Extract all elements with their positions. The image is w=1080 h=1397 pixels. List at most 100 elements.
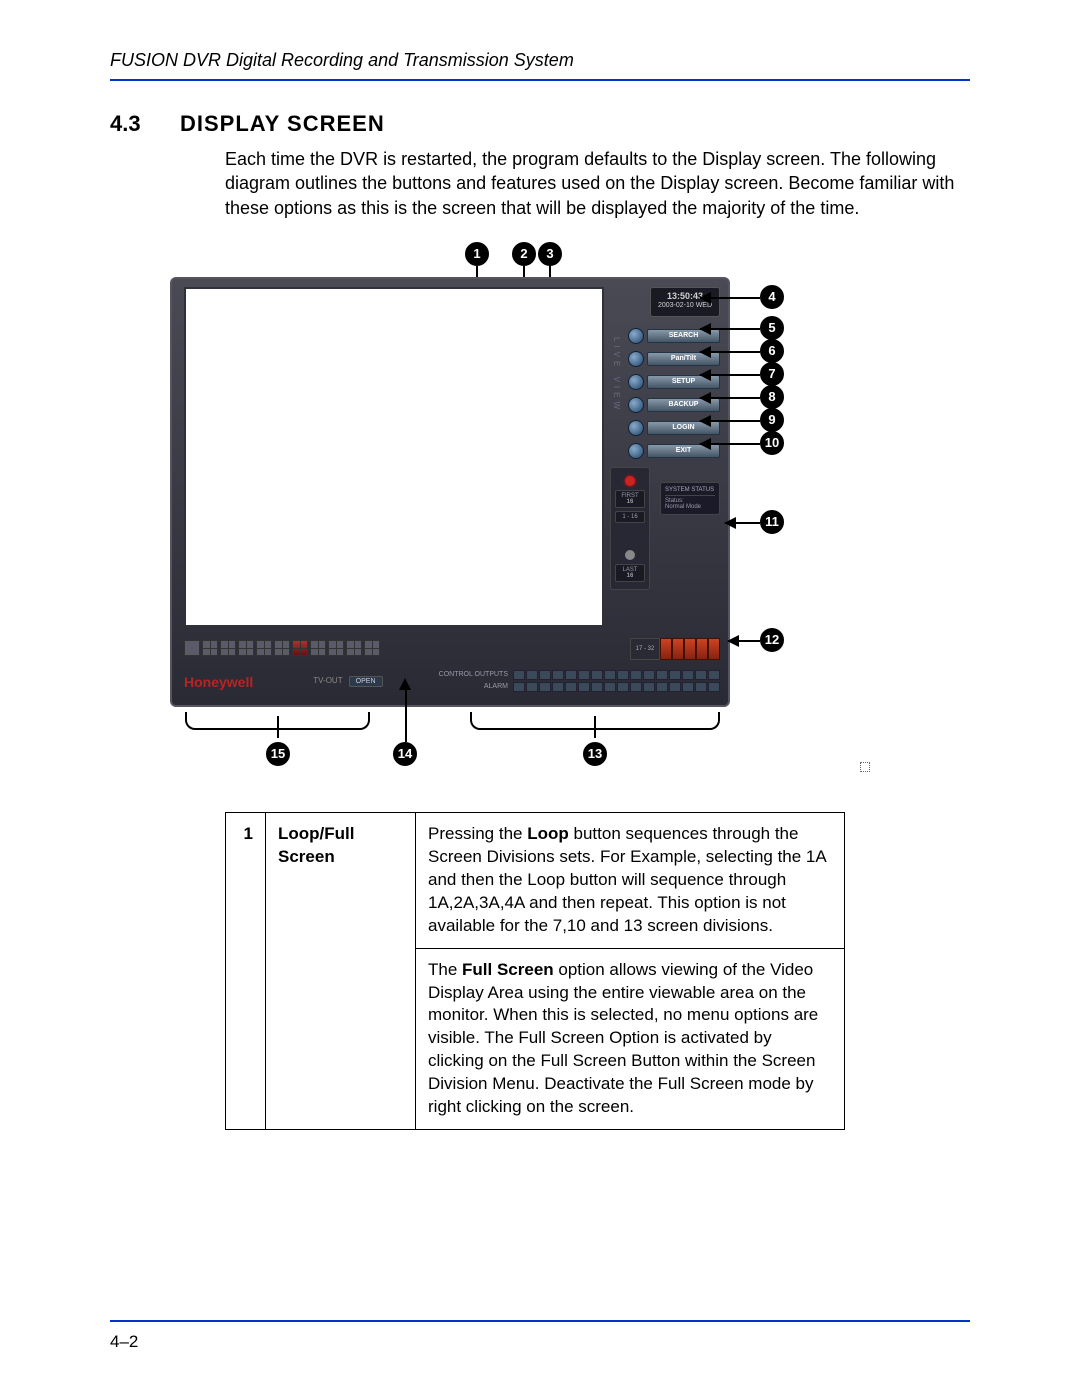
alarm-8[interactable] (604, 682, 616, 692)
callout-5: 5 (760, 316, 784, 340)
status-title: SYSTEM STATUS (665, 487, 715, 496)
ptz-1[interactable] (660, 638, 672, 660)
callout-13: 13 (583, 742, 607, 766)
callout-15: 15 (266, 742, 290, 766)
output-5[interactable] (565, 670, 577, 680)
video-display-area (184, 287, 604, 627)
ptz-5[interactable] (708, 638, 720, 660)
leader-line (700, 397, 760, 399)
tvout-open-button[interactable]: OPEN (349, 676, 383, 687)
alarm-9[interactable] (617, 682, 629, 692)
login-icon (628, 420, 644, 436)
page: FUSION DVR Digital Recording and Transmi… (0, 0, 1080, 1397)
callout-12: 12 (760, 628, 784, 652)
leader-line (700, 328, 760, 330)
screen-division-buttons (184, 640, 380, 656)
alarm-2[interactable] (526, 682, 538, 692)
alarm-4[interactable] (552, 682, 564, 692)
record-panel: FIRST 16 1 - 16 LAST 16 (610, 467, 650, 590)
leader-line (700, 351, 760, 353)
alarm-11[interactable] (643, 682, 655, 692)
feature-number: 1 (226, 812, 266, 1129)
output-13[interactable] (669, 670, 681, 680)
footer-rule (110, 1320, 970, 1322)
alarm-13[interactable] (669, 682, 681, 692)
output-14[interactable] (682, 670, 694, 680)
callout-8: 8 (760, 385, 784, 409)
running-header: FUSION DVR Digital Recording and Transmi… (110, 50, 970, 71)
brace-left (185, 712, 370, 730)
pantilt-icon (628, 351, 644, 367)
ptz-4[interactable] (696, 638, 708, 660)
ptz-block: 17 - 32 (630, 638, 720, 660)
division-25-button[interactable] (346, 640, 362, 656)
dvr-diagram: 1 2 3 13:50:43 2003-02-10 WED LIVE VIEW … (170, 242, 870, 772)
output-9[interactable] (617, 670, 629, 680)
ptz-2[interactable] (672, 638, 684, 660)
output-6[interactable] (578, 670, 590, 680)
tvout-label: TV-OUT (313, 676, 342, 685)
feature-name: Loop/Full Screen (266, 812, 416, 1129)
division-4-button[interactable] (202, 640, 218, 656)
alarm-10[interactable] (630, 682, 642, 692)
output-12[interactable] (656, 670, 668, 680)
alarm-14[interactable] (682, 682, 694, 692)
callout-2: 2 (512, 242, 536, 266)
search-icon (628, 328, 644, 344)
callout-7: 7 (760, 362, 784, 386)
division-6-button[interactable] (220, 640, 236, 656)
alarm-7[interactable] (591, 682, 603, 692)
callout-3: 3 (538, 242, 562, 266)
ptz-buttons (660, 638, 720, 660)
output-2[interactable] (526, 670, 538, 680)
leader-line (725, 522, 760, 524)
backup-icon (628, 397, 644, 413)
output-1[interactable] (513, 670, 525, 680)
output-7[interactable] (591, 670, 603, 680)
division-36-button[interactable] (364, 640, 380, 656)
tvout-group: TV-OUT OPEN (313, 676, 382, 687)
alarm-1[interactable] (513, 682, 525, 692)
indicator-rows: CONTROL OUTPUTS ALARM (438, 670, 720, 694)
ptz-range: 17 - 32 (630, 638, 660, 660)
division-10-button[interactable] (292, 640, 308, 656)
division-13-button[interactable] (310, 640, 326, 656)
division-1-button[interactable] (184, 640, 200, 656)
callout-10: 10 (760, 431, 784, 455)
division-16-button[interactable] (328, 640, 344, 656)
dvr-footer: Honeywell TV-OUT OPEN CONTROL OUTPUTS AL… (184, 665, 720, 699)
output-10[interactable] (630, 670, 642, 680)
output-8[interactable] (604, 670, 616, 680)
output-4[interactable] (552, 670, 564, 680)
leader-line (700, 443, 760, 445)
record-indicator-icon (625, 476, 635, 486)
anchor-marker-icon (860, 762, 870, 772)
division-8-button[interactable] (256, 640, 272, 656)
alarm-16[interactable] (708, 682, 720, 692)
division-7-button[interactable] (238, 640, 254, 656)
last-box: LAST 16 (615, 564, 645, 582)
alarm-15[interactable] (695, 682, 707, 692)
division-9-button[interactable] (274, 640, 290, 656)
setup-icon (628, 374, 644, 390)
output-3[interactable] (539, 670, 551, 680)
section-heading: 4.3 DISPLAY SCREEN (110, 111, 970, 137)
ptz-3[interactable] (684, 638, 696, 660)
first-box: FIRST 16 (615, 490, 645, 508)
leader-line (700, 297, 760, 299)
section-title: DISPLAY SCREEN (180, 111, 385, 137)
alarm-12[interactable] (656, 682, 668, 692)
alarm-5[interactable] (565, 682, 577, 692)
alarm-row: ALARM (438, 682, 720, 692)
intro-paragraph: Each time the DVR is restarted, the prog… (225, 147, 960, 220)
alarm-3[interactable] (539, 682, 551, 692)
output-16[interactable] (708, 670, 720, 680)
control-outputs-row: CONTROL OUTPUTS (438, 670, 720, 680)
output-15[interactable] (695, 670, 707, 680)
brand-logo: Honeywell (184, 674, 253, 690)
leader-line (405, 687, 407, 742)
alarm-6[interactable] (578, 682, 590, 692)
feature-desc-2: The Full Screen option allows viewing of… (416, 948, 845, 1130)
callout-4: 4 (760, 285, 784, 309)
output-11[interactable] (643, 670, 655, 680)
